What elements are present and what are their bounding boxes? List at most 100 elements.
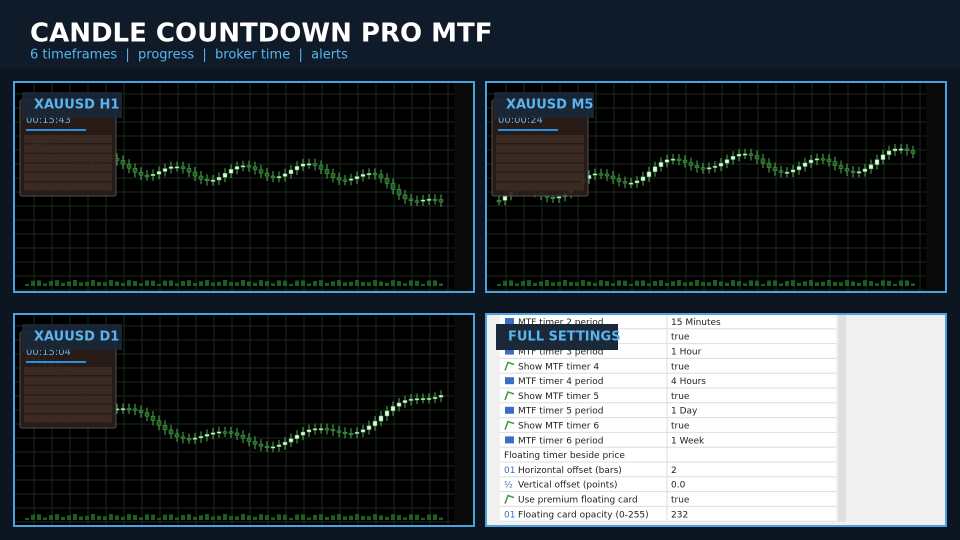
candle (234, 166, 240, 170)
volume (749, 280, 753, 286)
volume (367, 282, 371, 286)
volume (773, 280, 777, 286)
volume (55, 514, 59, 520)
setting-name: Vertical offset (points) (518, 481, 618, 491)
card-row (24, 173, 112, 181)
progress (26, 361, 86, 363)
volume (797, 282, 801, 286)
volume (121, 516, 125, 520)
panel-label: XAUUSD M5 (506, 98, 593, 113)
candle (132, 167, 138, 173)
setting-name: Show MTF timer 4 (518, 362, 599, 372)
volume (421, 283, 425, 286)
candle (348, 432, 354, 435)
volume (217, 515, 221, 520)
label-bg (496, 324, 618, 350)
volume (127, 514, 131, 520)
volume (73, 514, 77, 520)
candle (144, 174, 150, 177)
candle (204, 434, 210, 437)
candle (676, 158, 682, 161)
candle (156, 420, 162, 426)
candle (766, 162, 772, 168)
volume (791, 280, 795, 286)
candle (886, 150, 892, 155)
setting-name: Floating timer beside price (504, 451, 625, 461)
candle (736, 153, 742, 157)
volume (313, 280, 317, 286)
volume (133, 280, 137, 286)
volume (355, 280, 359, 286)
candle (420, 398, 426, 401)
volume (355, 514, 359, 520)
candle (820, 158, 826, 161)
volume (415, 280, 419, 286)
volume (241, 514, 245, 520)
candle (700, 167, 706, 170)
volume (169, 514, 173, 520)
volume (593, 282, 597, 286)
candle (306, 163, 312, 166)
volume (527, 280, 531, 286)
candle (616, 178, 622, 182)
volume (403, 283, 407, 286)
volume (821, 281, 825, 286)
title: CANDLE COUNTDOWN PRO MTF (30, 19, 493, 49)
candle (216, 431, 222, 434)
candle (402, 400, 408, 404)
candle (814, 158, 820, 161)
candle (180, 436, 186, 439)
candle (396, 189, 402, 196)
candle (694, 165, 700, 168)
volume (575, 282, 579, 286)
volume (121, 282, 125, 286)
setting-name: MTF timer 3 period (518, 348, 603, 358)
volume (109, 280, 113, 286)
candle (222, 173, 228, 178)
volume (683, 282, 687, 286)
volume (379, 281, 383, 286)
volume (61, 516, 65, 520)
volume (373, 280, 377, 286)
volume (91, 514, 95, 520)
candle (396, 402, 402, 407)
volume (349, 281, 353, 286)
candle (288, 438, 294, 443)
volume (385, 516, 389, 520)
candle (372, 173, 378, 176)
candle (664, 159, 670, 163)
volume (893, 283, 897, 286)
candle (844, 168, 850, 172)
card-timer: 00:15:43 (26, 115, 71, 126)
candle (180, 166, 186, 169)
volume (397, 515, 401, 520)
volume (67, 281, 71, 286)
card-row (24, 154, 112, 162)
candle (144, 412, 150, 417)
volume (665, 282, 669, 286)
candle (204, 178, 210, 181)
volume (79, 282, 83, 286)
volume (109, 514, 113, 520)
candle (802, 162, 808, 167)
candle (252, 441, 258, 445)
volume (409, 280, 413, 286)
panel-border (13, 313, 475, 527)
candle (366, 173, 372, 176)
volume (193, 516, 197, 520)
setting-value: 0.0 (671, 481, 686, 491)
volume (199, 281, 203, 286)
icon (504, 361, 515, 371)
candle (628, 182, 634, 185)
volume (809, 280, 813, 286)
volume (785, 280, 789, 286)
volume (833, 281, 837, 286)
candle (414, 398, 420, 401)
candle (228, 169, 234, 174)
candle (426, 198, 432, 201)
volume (361, 281, 365, 286)
icon (505, 347, 514, 355)
panel-border (485, 81, 947, 293)
candle (342, 179, 348, 182)
volume (439, 283, 443, 286)
